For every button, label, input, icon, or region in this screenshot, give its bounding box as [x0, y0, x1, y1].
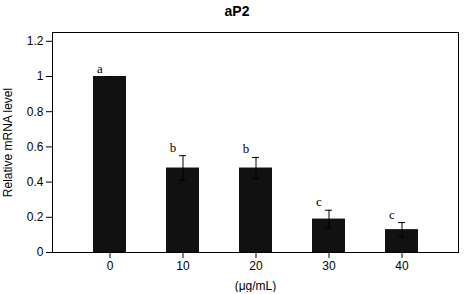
svg-text:1: 1 — [37, 69, 44, 83]
svg-text:30: 30 — [322, 259, 336, 273]
svg-text:0.6: 0.6 — [27, 140, 44, 154]
svg-text:0.4: 0.4 — [27, 175, 44, 189]
svg-text:a: a — [97, 61, 103, 76]
svg-text:20: 20 — [249, 259, 263, 273]
svg-text:c: c — [389, 207, 395, 222]
html-text:aP2: aP2 — [224, 3, 250, 19]
svg-text:0: 0 — [37, 245, 44, 259]
svg-text:1.2: 1.2 — [27, 34, 44, 48]
svg-text:10: 10 — [176, 259, 190, 273]
svg-text:(μg/mL): (μg/mL) — [235, 279, 277, 293]
svg-text:b: b — [170, 140, 177, 155]
svg-text:0.2: 0.2 — [27, 210, 44, 224]
svg-text:Relative mRNA level: Relative mRNA level — [1, 88, 15, 197]
svg-text:40: 40 — [395, 259, 409, 273]
svg-text:0.8: 0.8 — [27, 105, 44, 119]
svg-text:c: c — [316, 194, 322, 209]
svg-text:0: 0 — [107, 259, 114, 273]
svg-text:b: b — [243, 141, 250, 156]
